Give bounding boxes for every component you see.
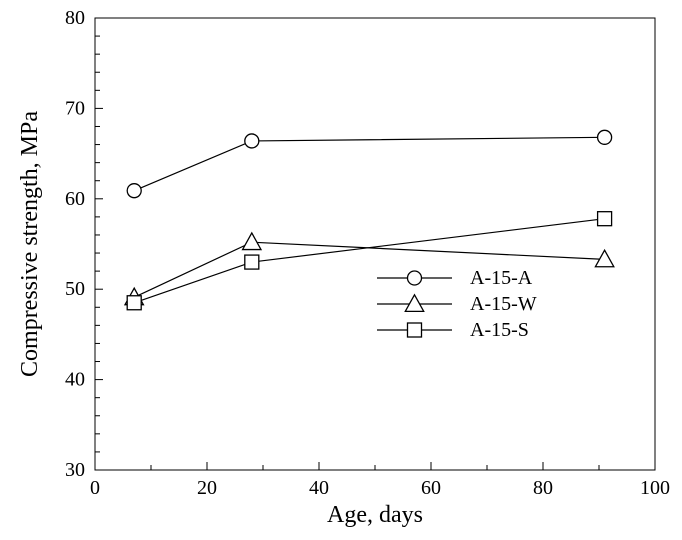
y-tick-label: 80 [65,7,85,29]
series-marker-A-15-A [598,130,612,144]
line-chart: 0 20 40 60 80 100 30 40 50 60 70 80 Age, days Compres… [0,0,682,540]
series-marker-A-15-S [598,212,612,226]
series-marker-A-15-W [595,250,613,267]
series-marker-A-15-S [245,255,259,269]
x-tick-label: 40 [309,477,329,499]
series-line-A-15-W [134,242,604,297]
y-tick-label: 50 [65,278,85,300]
x-axis-title: Age, days [327,502,423,528]
plot-border [95,18,655,470]
y-tick-label: 60 [65,188,85,210]
x-tick-label: 80 [533,477,553,499]
y-tick-label: 70 [65,97,85,119]
x-tick-label: 60 [421,477,441,499]
series-marker-A-15-A [127,184,141,198]
legend-marker-icon [408,271,422,285]
series-marker-A-15-W [243,233,261,250]
legend-label: A-15-W [470,293,537,315]
y-tick-label: 30 [65,459,85,481]
y-tick-label: 40 [65,369,85,391]
x-tick-label: 20 [197,477,217,499]
y-axis-title: Compressive strength, MPa [17,111,43,377]
legend-label: A-15-A [470,267,533,289]
series-marker-A-15-A [245,134,259,148]
x-tick-label: 0 [90,477,100,499]
legend-marker-icon [405,295,423,312]
legend-marker-icon [408,323,422,337]
series-line-A-15-A [134,137,604,190]
legend-label: A-15-S [470,319,529,341]
series-line-A-15-S [134,219,604,303]
chart-container: 0 20 40 60 80 100 30 40 50 60 70 80 Age, days Compres… [0,0,682,540]
series-marker-A-15-S [127,296,141,310]
x-tick-label: 100 [640,477,670,499]
